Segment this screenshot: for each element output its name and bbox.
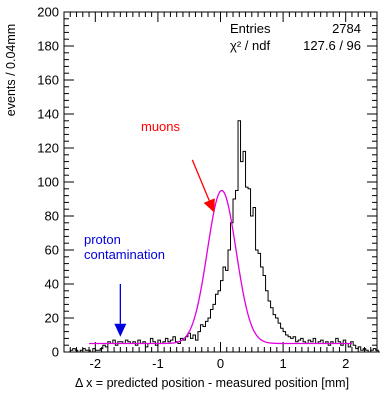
x-tick-label: 1 [279,356,286,371]
muons-arrow-shaft [191,159,210,201]
x-tick-label: 2 [342,356,349,371]
proton-arrow-head [114,323,127,337]
y-tick-label: 40 [45,277,59,292]
stats-chi2-label: χ² / ndf [230,38,270,53]
muons-arrow-head [203,198,215,213]
y-tick-label: 180 [37,39,59,54]
y-axis-label: events / 0.04mm [4,24,18,116]
y-tick-label: 100 [37,175,59,190]
y-tick-label: 200 [37,5,59,20]
stats-box: Entries 2784 χ² / ndf 127.6 / 96 [230,21,361,53]
proton-annotation-line2: contamination [84,247,165,262]
axis-ticks-layer [63,11,378,353]
stats-entries-value: 2784 [332,21,361,36]
proton-annotation-line1: proton [84,232,121,247]
histogram-line [69,120,380,353]
gaussian-fit-curve [89,189,352,345]
plot-frame [63,11,378,353]
y-tick-label: 140 [37,107,59,122]
y-tick-label: 120 [37,141,59,156]
stats-chi2-value: 127.6 / 96 [303,38,361,53]
y-tick-label: 0 [52,345,59,360]
x-axis-label: Δ x = predicted position - measured posi… [75,376,349,390]
x-tick-label: -2 [90,356,102,371]
y-tick-label: 160 [37,73,59,88]
stats-entries-label: Entries [230,21,271,36]
annotations-layer: muons proton contamination [84,119,215,337]
muons-annotation: muons [141,119,181,134]
y-tick-label: 60 [45,243,59,258]
y-tick-label: 80 [45,209,59,224]
x-tick-label: -1 [152,356,164,371]
y-tick-label: 20 [45,311,59,326]
x-tick-label: 0 [217,356,224,371]
